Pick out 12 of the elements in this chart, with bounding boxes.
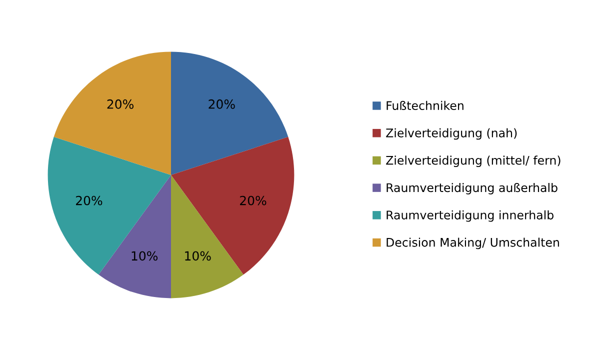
data-label: 10% (132, 251, 158, 261)
data-label: 20% (76, 196, 102, 206)
legend-label: Raumverteidigung innerhalb (386, 210, 554, 222)
legend-label: Fußtechniken (386, 100, 464, 110)
legend-label: Zielverteidigung (nah) (386, 128, 517, 140)
data-label: 20% (240, 196, 266, 206)
data-label: 10% (185, 251, 211, 261)
legend-label: Decision Making/ Umschalten (386, 238, 559, 250)
legend-label: Raumverteidigung außerhalb (386, 182, 558, 194)
data-label: 20% (107, 99, 134, 109)
legend-label: Zielverteidigung (mittel/ fern) (386, 156, 560, 168)
data-label: 20% (208, 99, 235, 109)
